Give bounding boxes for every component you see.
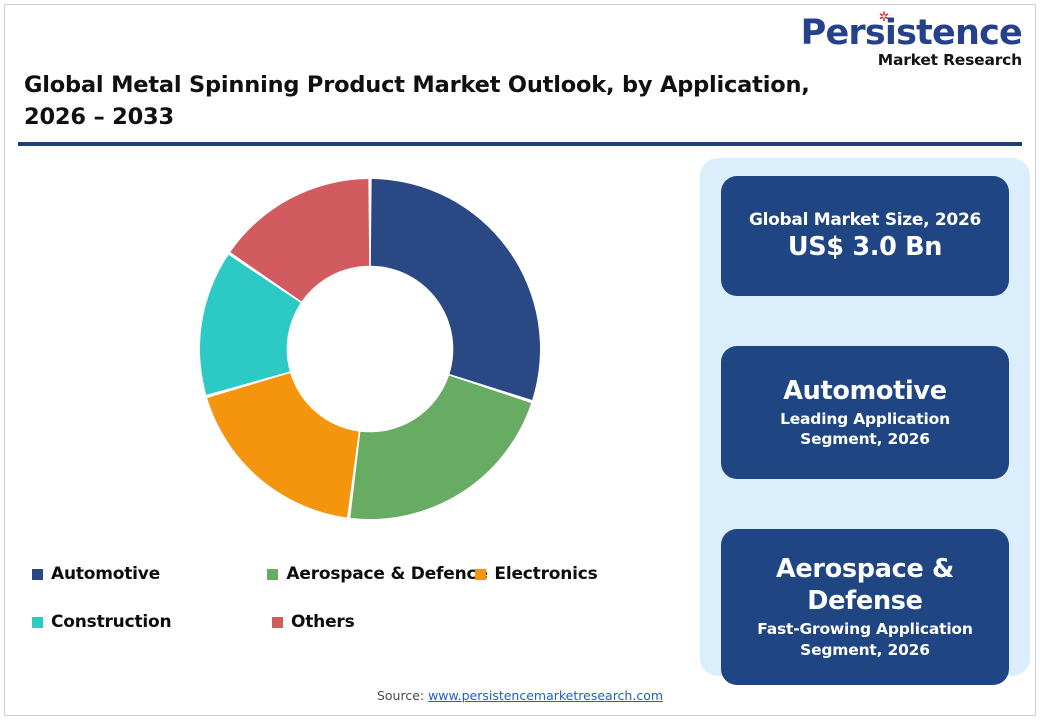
fast-growing-segment-name-line2: Defense — [807, 585, 923, 616]
donut-chart-svg — [200, 179, 540, 519]
legend-item-automotive[interactable]: Automotive — [32, 564, 267, 584]
legend-item-others[interactable]: Others — [272, 612, 480, 632]
market-size-card: Global Market Size, 2026 US$ 3.0 Bn — [721, 176, 1009, 296]
fast-growing-caption-line2: Segment, 2026 — [800, 640, 930, 659]
market-size-value: US$ 3.0 Bn — [787, 231, 943, 262]
legend-label: Construction — [51, 612, 172, 632]
donut-chart — [180, 163, 560, 535]
market-size-label: Global Market Size, 2026 — [748, 209, 982, 230]
brand-name: Persistence ✲ — [800, 10, 1023, 53]
donut-slice-automotive[interactable] — [370, 179, 540, 400]
legend-row: Automotive Aerospace & Defence Electroni… — [32, 550, 652, 598]
legend-swatch-icon — [32, 616, 43, 628]
legend-row: Construction Others — [32, 598, 652, 646]
legend-swatch-icon — [475, 568, 487, 580]
page-title: Global Metal Spinning Product Market Out… — [24, 72, 810, 130]
brand-name-text: Persistence — [800, 13, 1023, 53]
fast-growing-caption-line1: Fast-Growing Application — [757, 620, 973, 639]
fast-growing-segment-card: Aerospace & Defense Fast-Growing Applica… — [721, 529, 1009, 685]
legend-label: Aerospace & Defence — [286, 564, 488, 584]
legend-swatch-icon — [32, 568, 43, 580]
legend-label: Electronics — [494, 564, 598, 584]
donut-slice-aerospace-defence[interactable] — [350, 375, 532, 519]
source-prefix: Source: — [376, 688, 429, 703]
donut-slices — [200, 179, 540, 519]
legend-swatch-icon — [272, 616, 283, 628]
highlights-panel: Global Market Size, 2026 US$ 3.0 Bn Auto… — [700, 158, 1030, 685]
leading-segment-caption-line2: Segment, 2026 — [800, 430, 930, 449]
legend-label: Automotive — [51, 564, 161, 584]
brand-star-icon: ✲ — [878, 10, 890, 25]
donut-slice-others[interactable] — [230, 179, 370, 302]
donut-slice-electronics[interactable] — [207, 373, 359, 518]
legend-item-electronics[interactable]: Electronics — [475, 564, 652, 584]
leading-segment-name: Automotive — [783, 375, 947, 406]
chart-legend: Automotive Aerospace & Defence Electroni… — [32, 550, 652, 646]
source-footer: Source: www.persistencemarketresearch.co… — [0, 688, 1040, 703]
title-divider — [18, 142, 1022, 146]
donut-slice-construction[interactable] — [200, 254, 301, 395]
source-link[interactable]: www.persistencemarketresearch.com — [428, 688, 664, 703]
legend-item-aerospace-defence[interactable]: Aerospace & Defence — [267, 564, 488, 584]
brand-logo: Persistence ✲ Market Research — [800, 10, 1023, 69]
brand-tagline: Market Research — [877, 51, 1022, 69]
leading-segment-caption-line1: Leading Application — [780, 410, 950, 429]
legend-swatch-icon — [267, 568, 279, 580]
legend-item-construction[interactable]: Construction — [32, 612, 272, 632]
legend-label: Others — [291, 612, 355, 632]
fast-growing-segment-name-line1: Aerospace & — [776, 554, 954, 585]
leading-segment-card: Automotive Leading Application Segment, … — [721, 346, 1009, 479]
